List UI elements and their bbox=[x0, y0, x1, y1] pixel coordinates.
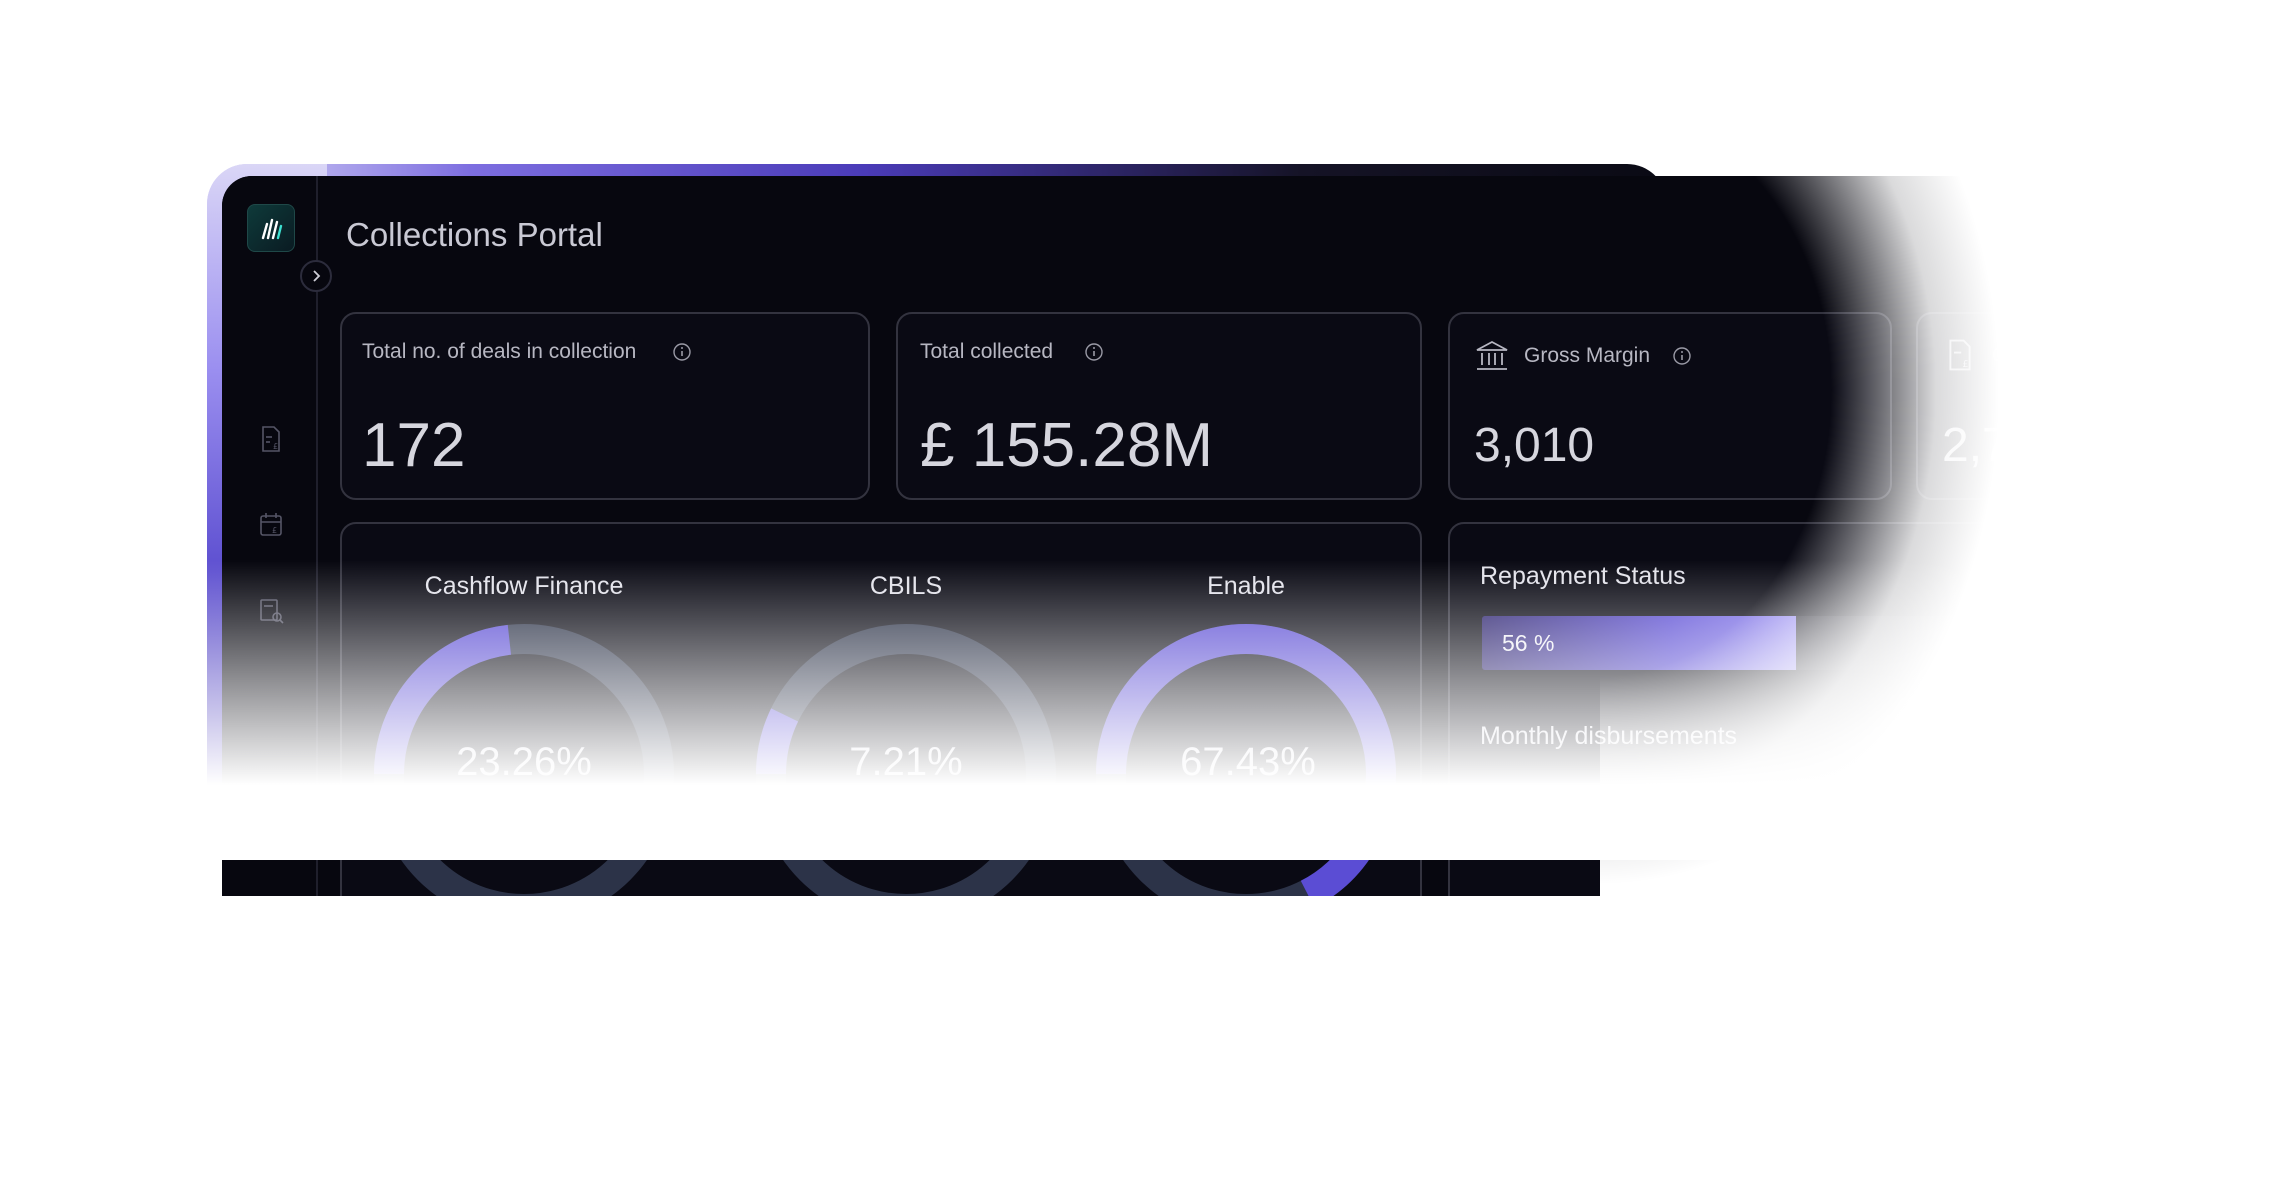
stat-card-gross-margin: Gross Margin 3,010 bbox=[1448, 312, 1892, 500]
bank-icon bbox=[1476, 340, 1508, 370]
stat-label: Total no. of deals in collection bbox=[362, 340, 637, 363]
app-logo[interactable] bbox=[247, 204, 295, 252]
product-mix-panel: Cashflow Finance CBILS Enable 23.26% 7.2… bbox=[340, 522, 1422, 896]
svg-text:£: £ bbox=[1962, 359, 1968, 370]
stat-label: Gross Margin bbox=[1524, 344, 1651, 367]
stat-card-total-collected: Total collected £ 155.28M bbox=[896, 312, 1422, 500]
donut-value-cbils: 7.21% bbox=[849, 740, 963, 784]
calendar-pound-icon[interactable]: £ bbox=[256, 510, 286, 540]
report-search-icon[interactable] bbox=[256, 596, 286, 626]
svg-text:£: £ bbox=[272, 526, 277, 535]
chevron-right-icon bbox=[313, 270, 321, 282]
stat-value: 172 bbox=[362, 411, 466, 480]
stat-value: 3,010 bbox=[1474, 419, 1595, 472]
repayment-panel: Repayment Status 56 % Monthly disburseme… bbox=[1448, 522, 2022, 896]
info-icon[interactable] bbox=[1084, 342, 1104, 362]
stat-card-deals: Total no. of deals in collection 172 bbox=[340, 312, 870, 500]
stat-label: OA bbox=[1992, 344, 2022, 367]
sidebar-collapse-button[interactable] bbox=[300, 260, 332, 292]
repayment-progress-fill: 56 % bbox=[1482, 616, 1796, 670]
page-title: Collections Portal bbox=[346, 216, 603, 253]
invoice-pound-icon: £ bbox=[1949, 339, 1971, 371]
svg-text:£: £ bbox=[273, 442, 278, 451]
stat-card-oa: £ OA 2,79 bbox=[1916, 312, 2022, 500]
invoice-pound-icon[interactable]: £ bbox=[256, 424, 286, 454]
repayment-progress-label: 56 % bbox=[1502, 629, 1555, 656]
repayment-progress-bar: 56 % bbox=[1482, 616, 2022, 670]
stat-value: £ 155.28M bbox=[920, 411, 1213, 480]
stat-label: Total collected bbox=[920, 340, 1054, 363]
stat-value: 2,79 bbox=[1942, 419, 2022, 472]
info-icon[interactable] bbox=[672, 342, 692, 362]
monthly-disbursements-title: Monthly disbursements bbox=[1480, 722, 1738, 750]
donut-charts bbox=[374, 624, 1396, 896]
info-icon[interactable] bbox=[1672, 346, 1692, 366]
repayment-status-title: Repayment Status bbox=[1480, 562, 1686, 590]
donut-value-enable: 67.43% bbox=[1180, 740, 1316, 784]
app-window: £ £ Collections Portal Total no. of deal… bbox=[222, 176, 2022, 896]
donut-value-cashflow-finance: 23.26% bbox=[456, 740, 592, 784]
